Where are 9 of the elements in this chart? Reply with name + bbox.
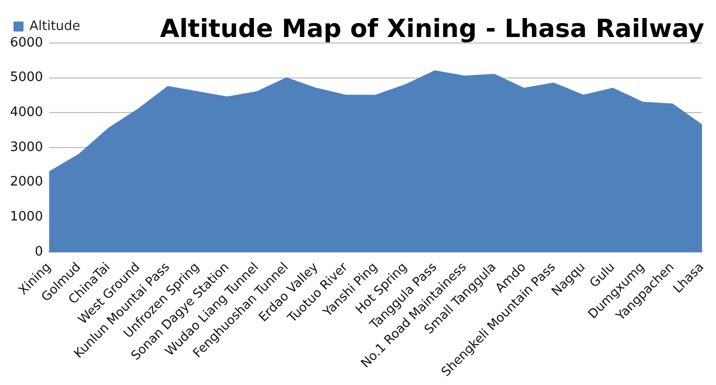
y-tick-label: 4000 [10,105,44,120]
y-tick-label: 5000 [10,70,44,86]
y-tick-label: 1000 [10,210,44,225]
y-tick-label: 0 [34,244,44,260]
y-tick-label: 3000 [10,140,44,155]
y-tick-label: 2000 [10,174,44,190]
y-tick-label: 6000 [10,35,44,50]
legend-label: Altitude [30,18,80,34]
chart-title: Altitude Map of Xining - Lhasa Railway [160,14,704,43]
